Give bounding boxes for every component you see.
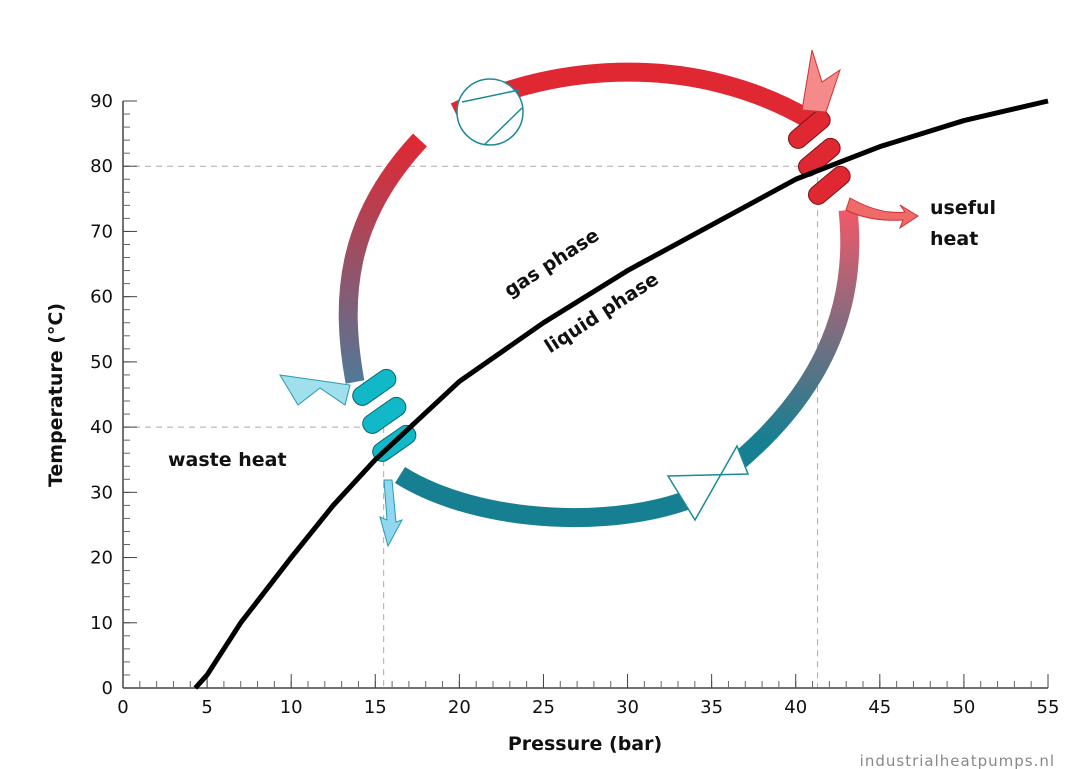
waste-heat-arrow: [280, 375, 350, 405]
annotation: gas phase: [500, 224, 603, 302]
y-tick-label: 90: [90, 91, 113, 112]
y-tick-label: 70: [90, 221, 113, 242]
y-tick-label: 20: [90, 548, 113, 569]
chart: 0 5 10 15 20 25 30 35 40 45 50 55 0 10 20 30 40 50 60 70 80 9…: [0, 0, 1085, 769]
x-tick-label: 20: [448, 697, 471, 718]
y-tick-label: 0: [102, 678, 113, 699]
axes: 0 5 10 15 20 25 30 35 40 45 50 55 0 10 20 30 40 50 60 70 80 9…: [90, 91, 1059, 718]
compressor: [457, 79, 523, 145]
x-tick-label: 10: [280, 697, 303, 718]
heat-in-arrow: [802, 50, 840, 112]
x-tick-label: 0: [117, 697, 128, 718]
x-tick-label: 35: [700, 697, 723, 718]
y-tick-label: 60: [90, 287, 113, 308]
cycle: [348, 72, 850, 517]
x-tick-label: 55: [1037, 697, 1060, 718]
x-tick-label: 25: [532, 697, 555, 718]
out-arrow: [380, 480, 402, 546]
y-tick-label: 30: [90, 482, 113, 503]
x-tick-label: 50: [952, 697, 975, 718]
x-axis-label: Pressure (bar): [508, 733, 662, 755]
annotation: useful: [930, 197, 996, 219]
y-tick-label: 40: [90, 417, 113, 438]
x-tick-label: 45: [868, 697, 891, 718]
annotation: heat: [930, 228, 978, 250]
annotation: waste heat: [168, 449, 287, 471]
source: industrialheatpumps.nl: [860, 752, 1055, 769]
y-tick-label: 10: [90, 613, 113, 634]
cycle-left: [348, 140, 420, 382]
line: [195, 101, 1048, 688]
x-tick-label: 30: [616, 697, 639, 718]
page: 0 5 10 15 20 25 30 35 40 45 50 55 0 10 20 30 40 50 60 70 80 9…: [0, 0, 1085, 769]
x-tick-label: 40: [784, 697, 807, 718]
y-axis-label: Temperature (°C): [45, 303, 67, 487]
y-tick-label: 80: [90, 156, 113, 177]
cycle-bottom: [400, 475, 700, 518]
y-tick-label: 50: [90, 352, 113, 373]
x-tick-label: 15: [364, 697, 387, 718]
x-tick-label: 5: [201, 697, 212, 718]
cycle-right: [740, 210, 850, 460]
